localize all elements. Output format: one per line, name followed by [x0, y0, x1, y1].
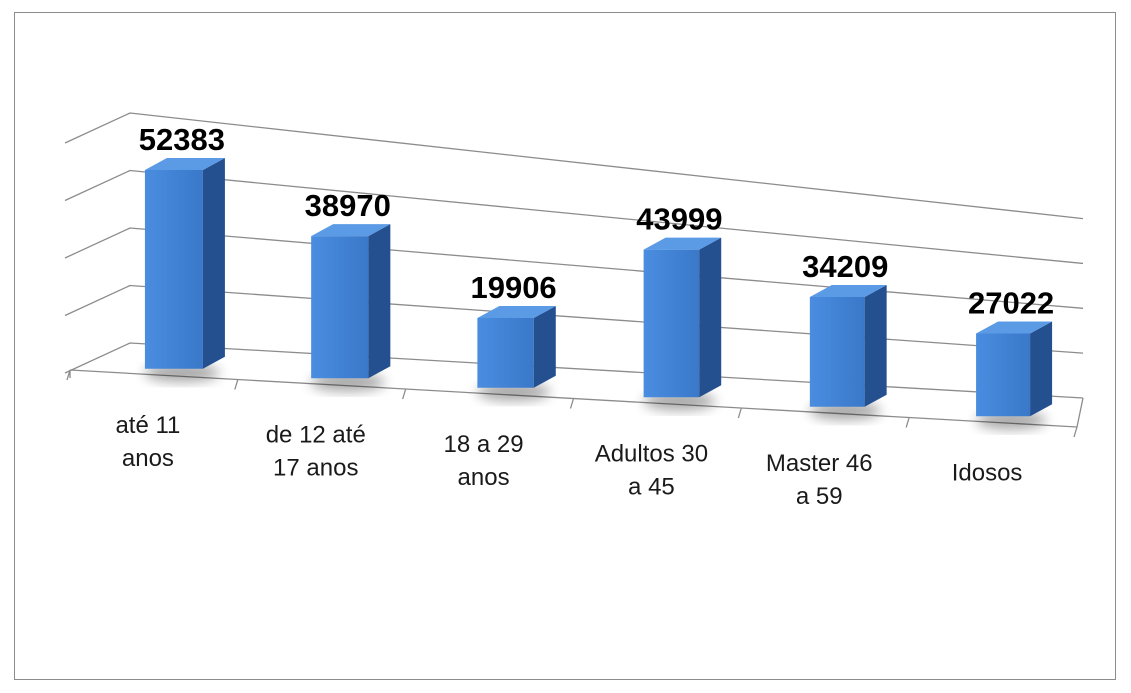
category-label: Adultos 30	[595, 440, 708, 467]
category-label: anos	[458, 464, 510, 491]
gridlines	[64, 112, 1084, 438]
bar-top	[976, 321, 1053, 334]
bar-side	[1030, 321, 1053, 417]
category-label: 17 anos	[273, 454, 358, 481]
data-label: 34209	[802, 249, 888, 284]
bar-top	[311, 224, 391, 237]
gridline	[64, 284, 1084, 354]
bar	[643, 249, 700, 398]
category-label: 18 a 29	[444, 431, 524, 458]
bar-side	[864, 285, 887, 407]
x-tick	[905, 417, 910, 428]
category-label: a 59	[796, 483, 843, 510]
data-label: 27022	[968, 286, 1054, 321]
bar-top	[643, 237, 722, 250]
gridline	[64, 112, 1084, 220]
data-label: 19906	[470, 270, 556, 305]
category-label: a 45	[628, 473, 675, 500]
x-tick	[234, 379, 239, 390]
x-tick	[569, 398, 575, 409]
data-label: 52383	[139, 122, 225, 157]
data-label: 38970	[305, 188, 391, 223]
data-labels: 52383 38970 19906 43999 34209 27022	[139, 122, 1054, 321]
x-tick	[737, 407, 742, 419]
bar	[976, 333, 1031, 417]
category-label: anos	[122, 445, 174, 472]
bar-top	[809, 285, 887, 298]
bar-side	[699, 237, 722, 398]
x-tick	[402, 388, 407, 400]
gridline	[64, 169, 1084, 265]
bar-top	[144, 157, 225, 170]
bar-side	[202, 157, 225, 369]
bar	[809, 297, 865, 407]
category-label: Idosos	[952, 459, 1023, 486]
bar-side	[368, 224, 391, 379]
data-label: 43999	[636, 202, 722, 237]
x-tick	[1073, 426, 1078, 438]
category-labels: até 11 anos de 12 até 17 anos 18 a 29 anos Adu…	[115, 412, 1022, 510]
bar-top	[477, 306, 556, 319]
bar	[477, 318, 534, 388]
bars	[144, 157, 1053, 430]
bar-side	[533, 306, 556, 388]
x-tick	[66, 369, 71, 381]
category-label: de 12 até	[266, 421, 366, 448]
bar	[144, 169, 203, 369]
floor-edge	[69, 369, 1084, 428]
bar	[311, 236, 369, 379]
gridline	[64, 342, 1084, 399]
category-label: até 11	[115, 412, 180, 439]
gridline	[64, 227, 1084, 309]
category-label: Master 46	[766, 450, 873, 477]
